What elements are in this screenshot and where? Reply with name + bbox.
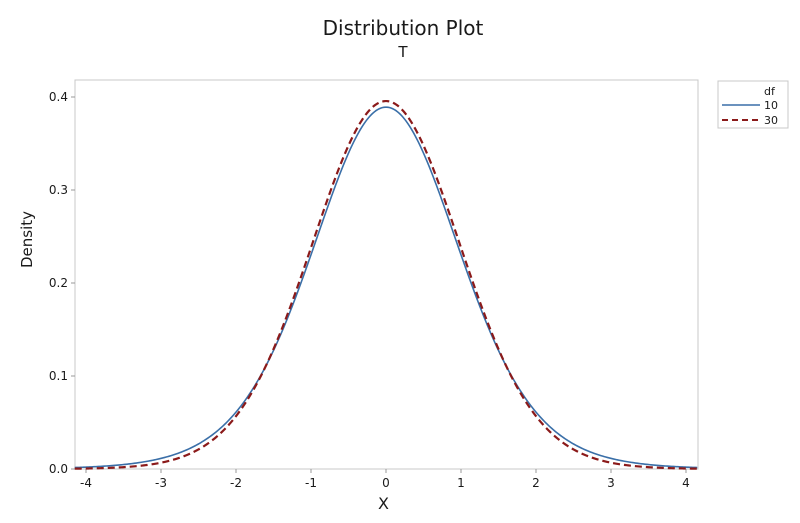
plot-frame — [74, 79, 699, 470]
series-df-10-line — [74, 106, 698, 469]
y-tick-label: 0.3 — [49, 183, 68, 197]
x-axis-ticks: -4 -3 -2 -1 0 1 2 3 4 — [80, 469, 690, 490]
y-axis-ticks: 0.0 0.1 0.2 0.3 0.4 — [49, 90, 75, 476]
legend: df 10 30 — [717, 80, 789, 129]
x-tick-label: 2 — [532, 476, 540, 490]
chart-title: Distribution Plot — [322, 16, 484, 40]
legend-label-10: 10 — [764, 99, 778, 112]
legend-title: df — [764, 85, 776, 98]
y-tick-label: 0.1 — [49, 369, 68, 383]
x-tick-label: -1 — [305, 476, 317, 490]
x-tick-label: 1 — [457, 476, 465, 490]
x-tick-label: 0 — [382, 476, 390, 490]
x-tick-label: 3 — [607, 476, 615, 490]
x-tick-label: -3 — [155, 476, 167, 490]
legend-label-30: 30 — [764, 114, 778, 127]
x-tick-label: 4 — [682, 476, 690, 490]
x-tick-label: -4 — [80, 476, 92, 490]
series-df-30-line — [74, 99, 698, 470]
chart-subtitle: T — [398, 43, 408, 61]
x-axis-label: X — [378, 494, 389, 513]
y-tick-label: 0.2 — [49, 276, 68, 290]
y-tick-label: 0.0 — [49, 462, 68, 476]
series-lines — [74, 99, 698, 470]
y-tick-label: 0.4 — [49, 90, 68, 104]
x-tick-label: -2 — [230, 476, 242, 490]
